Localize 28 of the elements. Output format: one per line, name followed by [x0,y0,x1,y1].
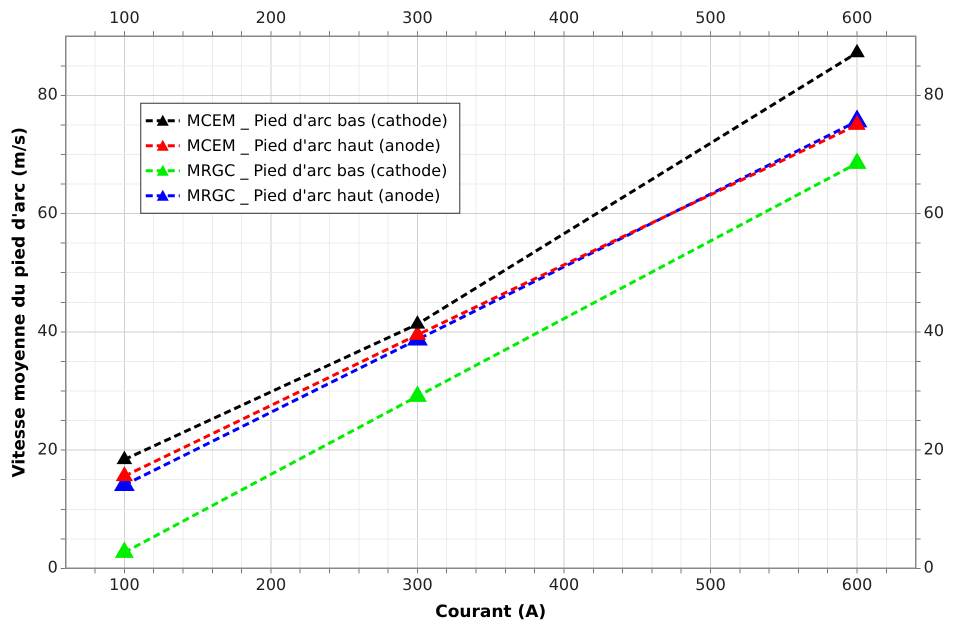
x2-tick-label: 300 [402,8,433,27]
legend-label: MCEM _ Pied d'arc bas (cathode) [186,110,448,130]
y2-tick-label: 80 [924,84,944,104]
y2-tick-label: 40 [924,321,944,340]
y2-tick-label: 20 [924,439,944,458]
x2-tick-label: 100 [109,8,140,27]
x2-tick-label: 500 [695,8,726,27]
y-axis-title: Vitesse moyenne du pied d'arc (m/s) [10,127,30,478]
y-tick-label: 0 [48,558,58,577]
y-tick-label: 20 [37,439,58,458]
legend-label: MRGC _ Pied d'arc bas (cathode) [186,160,448,180]
x2-tick-label: 600 [842,8,872,27]
x-tick-label: 300 [402,575,433,594]
x-tick-label: 100 [109,575,140,594]
x-tick-label: 500 [695,575,726,594]
x2-tick-label: 200 [256,8,286,27]
y-tick-label: 80 [37,84,58,104]
y2-tick-label: 60 [924,202,944,222]
x-tick-label: 200 [256,575,286,594]
legend-label: MCEM _ Pied d'arc haut (anode) [186,136,441,155]
x-axis-title: Courant (A) [435,602,546,622]
x2-tick-label: 400 [548,8,580,27]
y-tick-label: 60 [37,202,58,222]
legend-label: MRGC _ Pied d'arc haut (anode) [186,186,440,205]
y2-tick-label: 0 [924,558,934,577]
x-tick-label: 400 [548,575,580,594]
x-tick-label: 600 [842,575,872,594]
y-tick-label: 40 [37,321,58,340]
